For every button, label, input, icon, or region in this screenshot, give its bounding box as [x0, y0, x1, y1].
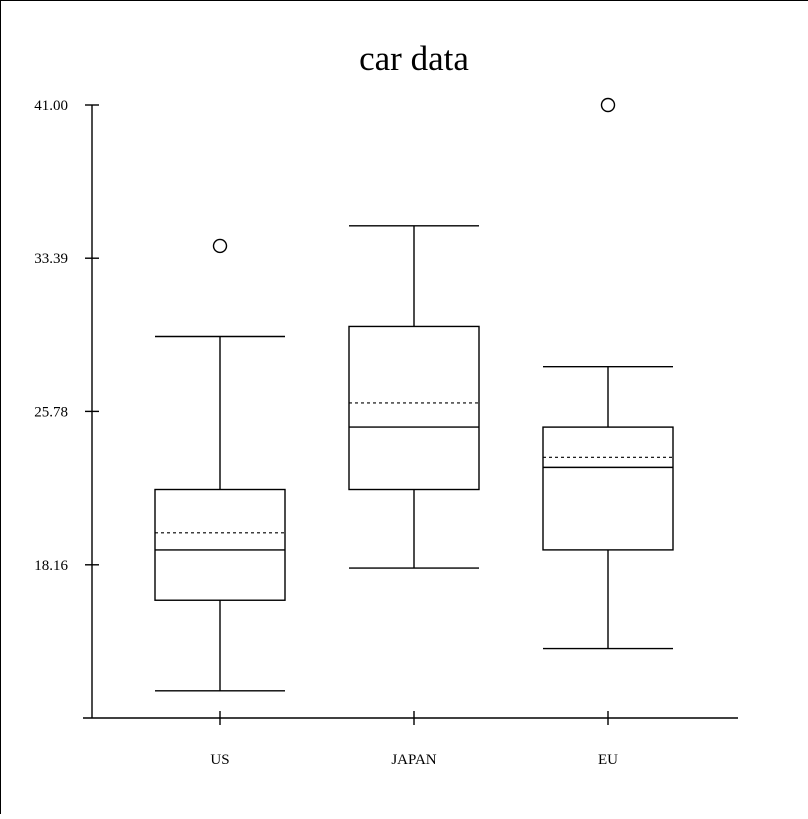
y-tick-label: 18.16	[34, 558, 68, 574]
y-tick-label: 33.39	[34, 251, 68, 267]
x-category-label: EU	[598, 752, 618, 768]
y-tick-label: 41.00	[34, 98, 68, 114]
x-category-label: US	[210, 752, 229, 768]
chart-title: car data	[359, 39, 469, 78]
outlier-point	[214, 239, 227, 252]
outlier-point	[602, 99, 615, 112]
y-tick-label: 25.78	[34, 404, 68, 420]
x-category-label: JAPAN	[391, 752, 436, 768]
